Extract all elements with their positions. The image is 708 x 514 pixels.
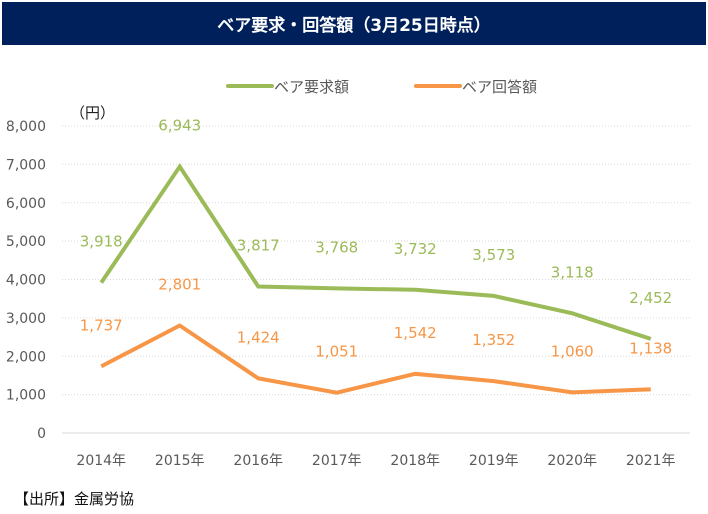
data-label: 1,352: [472, 331, 515, 349]
x-tick-label: 2019年: [469, 453, 519, 469]
data-label: 3,918: [80, 233, 123, 251]
series-line-demand: [99, 162, 652, 341]
data-label: 1,542: [394, 324, 437, 342]
data-label: 1,060: [551, 342, 594, 360]
data-label: 1,737: [80, 316, 123, 334]
data-label: 3,732: [394, 240, 437, 258]
x-tick-label: 2021年: [626, 453, 676, 469]
data-label: 3,768: [315, 238, 358, 256]
data-label: 1,424: [237, 328, 280, 346]
y-axis-unit: （円）: [70, 104, 115, 122]
x-tick-label: 2015年: [155, 453, 205, 469]
y-tick-label: 0: [37, 426, 46, 442]
data-label: 2,452: [629, 289, 672, 307]
data-label: 2,801: [158, 276, 201, 294]
data-label: 1,051: [315, 343, 358, 361]
data-label: 1,138: [629, 339, 672, 357]
y-tick-label: 7,000: [6, 157, 46, 173]
x-tick-label: 2018年: [390, 453, 440, 469]
legend-label: ベア要求額: [274, 78, 349, 96]
chart-title: ベア要求・回答額（3月25日時点）: [2, 2, 706, 45]
x-tick-label: 2014年: [76, 453, 126, 469]
series-line-answer: [100, 323, 651, 395]
data-label: 3,817: [237, 237, 280, 255]
y-tick-label: 3,000: [6, 311, 46, 327]
x-tick-label: 2017年: [312, 453, 362, 469]
data-label: 3,118: [551, 263, 594, 281]
y-tick-label: 5,000: [6, 234, 46, 250]
data-label: 3,573: [472, 246, 515, 264]
y-tick-label: 6,000: [6, 196, 46, 212]
y-tick-label: 8,000: [6, 119, 46, 135]
source-note: 【出所】金属労協: [14, 490, 135, 508]
y-tick-label: 2,000: [6, 349, 46, 365]
x-tick-label: 2016年: [233, 453, 283, 469]
y-tick-label: 4,000: [6, 273, 46, 289]
legend-label: ベア回答額: [462, 78, 537, 96]
y-tick-label: 1,000: [6, 388, 46, 404]
data-label: 6,943: [158, 117, 201, 135]
x-tick-label: 2020年: [547, 453, 597, 469]
